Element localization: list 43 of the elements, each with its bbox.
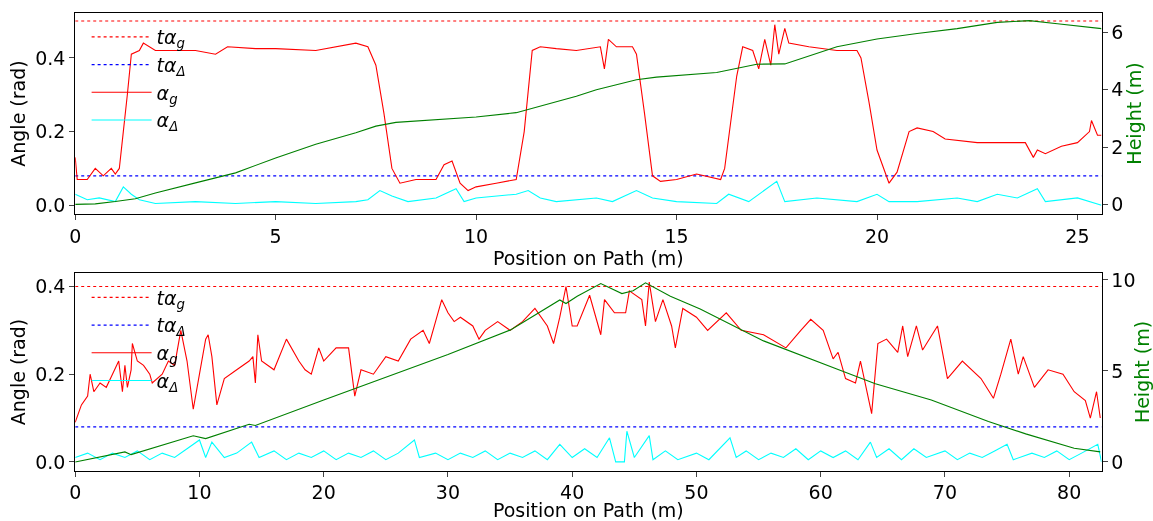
y2-tick-label: 0 bbox=[1111, 450, 1124, 473]
x-tick-label: 10 bbox=[187, 481, 212, 504]
y2-tick-label: 10 bbox=[1111, 268, 1136, 291]
x-tick-label: 80 bbox=[1057, 481, 1082, 504]
y-tick-label: 0.2 bbox=[35, 120, 66, 143]
x-tick-label: 30 bbox=[435, 481, 461, 504]
y-axis-title: Angle (rad) bbox=[7, 318, 30, 426]
x-tick-label: 25 bbox=[1065, 224, 1090, 247]
y2-tick-label: 2 bbox=[1111, 135, 1124, 158]
x-tick-label: 60 bbox=[808, 481, 833, 504]
x-tick-label: 20 bbox=[864, 224, 890, 247]
line-series bbox=[75, 430, 1102, 463]
x-tick-label: 0 bbox=[69, 224, 82, 247]
y-axis-title: Angle (rad) bbox=[7, 60, 30, 167]
y2-tick-label: 5 bbox=[1111, 359, 1124, 382]
y2-tick-label: 4 bbox=[1111, 78, 1124, 101]
x-tick-label: 10 bbox=[464, 224, 489, 247]
legend-label: tα$_{g}$ bbox=[156, 286, 186, 312]
x-tick-label: 70 bbox=[932, 481, 958, 504]
x-tick-label: 20 bbox=[311, 481, 336, 504]
y-tick-label: 0.0 bbox=[35, 450, 66, 473]
legend-label: tα$_{Δ}$ bbox=[156, 314, 186, 340]
y-tick-label: 0.0 bbox=[35, 193, 66, 216]
x-tick-label: 15 bbox=[664, 224, 689, 247]
line-series bbox=[75, 180, 1102, 206]
y-tick-label: 0.2 bbox=[35, 362, 66, 385]
y2-tick-label: 6 bbox=[1111, 21, 1124, 44]
y2-tick-label: 0 bbox=[1111, 193, 1124, 216]
y-tick-label: 0.4 bbox=[35, 46, 66, 69]
legend-label: tα$_{Δ}$ bbox=[156, 53, 186, 79]
legend-label: α$_{g}$ bbox=[156, 81, 178, 107]
line-series bbox=[75, 282, 1101, 463]
x-tick-label: 5 bbox=[269, 224, 282, 247]
y-tick-label: 0.4 bbox=[35, 275, 66, 298]
line-series bbox=[75, 281, 1101, 423]
legend-label: tα$_{g}$ bbox=[156, 26, 186, 52]
y2-axis-title: Height (m) bbox=[1131, 320, 1153, 424]
legend-label: α$_{Δ}$ bbox=[156, 369, 179, 395]
x-axis-title: Position on Path (m) bbox=[492, 246, 684, 269]
x-tick-label: 0 bbox=[69, 481, 82, 504]
legend-label: α$_{Δ}$ bbox=[156, 109, 179, 135]
x-tick-label: 50 bbox=[684, 481, 709, 504]
y2-axis-title: Height (m) bbox=[1123, 62, 1146, 165]
